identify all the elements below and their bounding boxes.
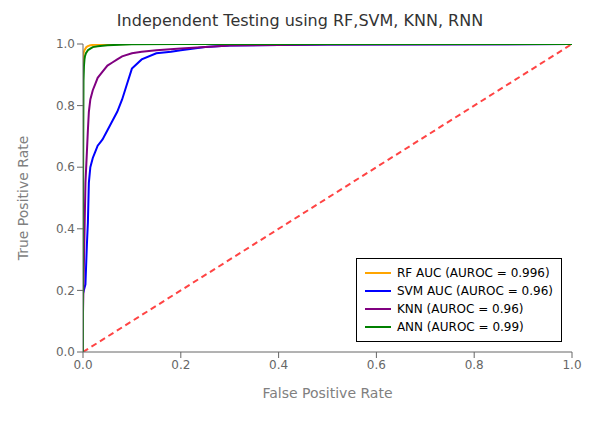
svg-text:0.6: 0.6 [367, 358, 386, 372]
svg-text:False Positive Rate: False Positive Rate [262, 385, 392, 401]
svg-text:0.0: 0.0 [56, 345, 75, 359]
svg-text:0.0: 0.0 [73, 358, 92, 372]
svg-text:0.6: 0.6 [56, 160, 75, 174]
svg-text:0.8: 0.8 [56, 99, 75, 113]
html-text:ANN (AUROC = 0.99): ANN (AUROC = 0.99) [396, 320, 524, 334]
svg-text:0.2: 0.2 [56, 284, 75, 298]
html-text:SVM AUC (AUROC = 0.96): SVM AUC (AUROC = 0.96) [396, 284, 553, 298]
svg-text:True Positive Rate: True Positive Rate [15, 136, 31, 262]
svg-text:1.0: 1.0 [56, 37, 75, 51]
html-text:RF AUC (AUROC = 0.996): RF AUC (AUROC = 0.996) [396, 266, 550, 280]
svg-text:1.0: 1.0 [562, 358, 581, 372]
svg-text:0.4: 0.4 [56, 222, 75, 236]
svg-text:0.8: 0.8 [465, 358, 484, 372]
svg-text:0.2: 0.2 [171, 358, 190, 372]
html-text:KNN (AUROC = 0.96): KNN (AUROC = 0.96) [396, 302, 524, 316]
html-text:Independent Testing using RF,S: Independent Testing using RF,SVM, KNN, R… [116, 11, 484, 30]
svg-text:0.4: 0.4 [269, 358, 288, 372]
